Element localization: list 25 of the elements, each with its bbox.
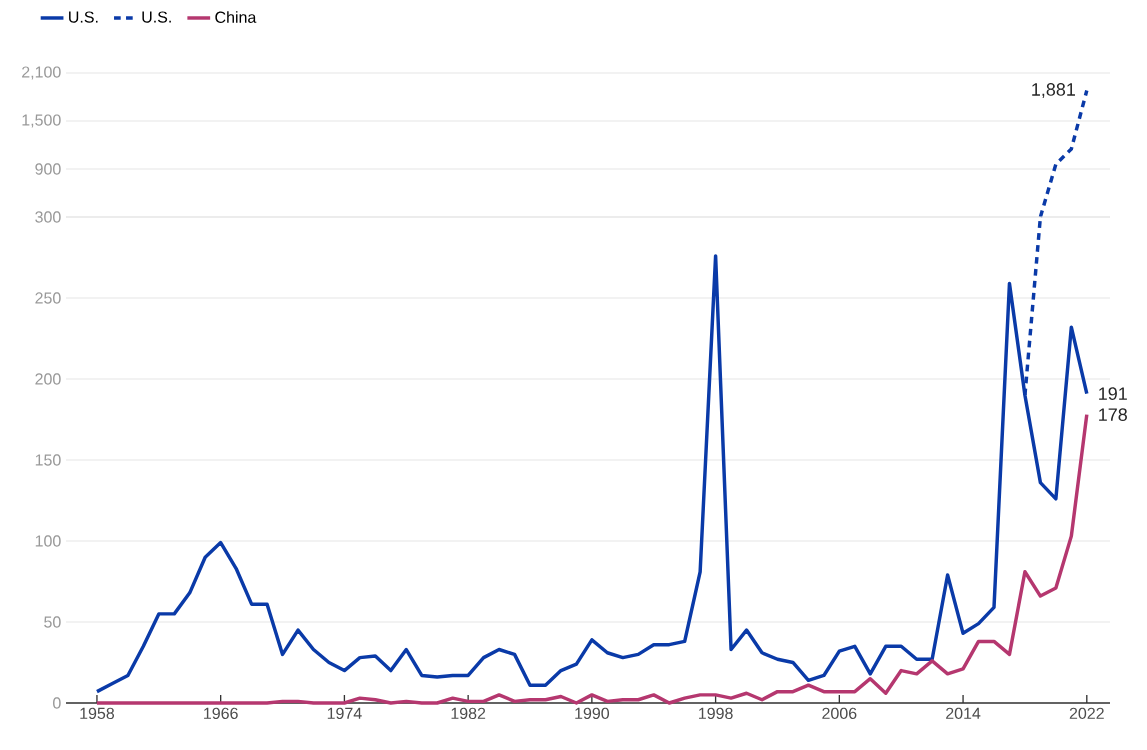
x-tick-label: 2022 xyxy=(1069,707,1104,720)
legend-label: U.S. xyxy=(69,11,98,23)
y-tick-label: 1,500 xyxy=(22,114,61,128)
y-tick-label: 2,100 xyxy=(22,66,61,80)
y-tick-label: 50 xyxy=(44,616,61,628)
y-tick-label: 100 xyxy=(35,535,61,547)
y-tick-label: 150 xyxy=(35,454,61,466)
x-tick-label: 2006 xyxy=(822,707,857,720)
x-tick-label: 1966 xyxy=(204,707,238,720)
x-tick-label: 2014 xyxy=(946,707,981,720)
x-tick-label: 1974 xyxy=(327,707,362,720)
x-tick-label: 1958 xyxy=(80,707,115,720)
x-tick-label: 1998 xyxy=(699,707,733,720)
legend-label: China xyxy=(215,11,257,23)
x-tick-label: 1982 xyxy=(451,707,486,720)
y-tick-label: 300 xyxy=(35,211,61,223)
data-label: 191 xyxy=(1099,387,1127,400)
data-label: 178 xyxy=(1099,408,1127,421)
y-tick-label: 900 xyxy=(35,163,61,175)
legend-label: U.S. xyxy=(142,11,171,23)
y-tick-label: 250 xyxy=(35,292,61,304)
y-tick-label: 0 xyxy=(53,697,61,709)
data-label: 1,881 xyxy=(1032,83,1075,98)
y-tick-label: 200 xyxy=(35,373,61,385)
x-tick-label: 1990 xyxy=(575,707,610,720)
